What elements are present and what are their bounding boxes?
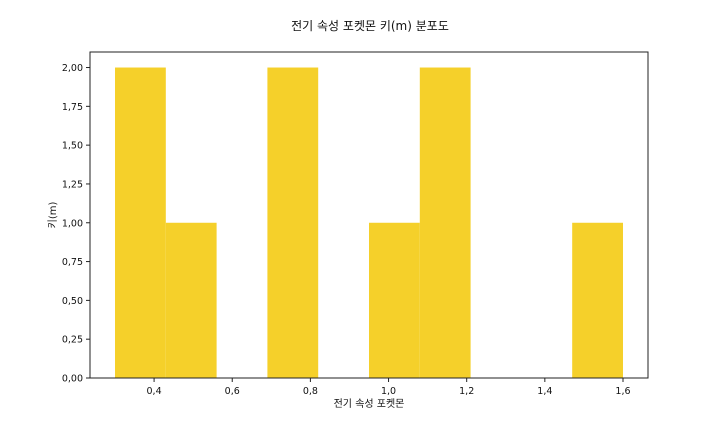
x-tick-label: 0,6 [225,386,240,397]
histogram-bar [419,67,471,379]
y-tick-label: 0,75 [62,257,83,268]
chart-title: 전기 속성 포켓몬 키(m) 분포도 [291,19,449,33]
histogram-bar [369,222,420,378]
y-tick-label: 0,50 [62,296,83,307]
y-tick-label: 1,50 [62,141,83,152]
x-tick-label: 1,2 [459,386,474,397]
histogram-bar [165,222,217,378]
plot-frame [89,51,649,379]
y-tick-label: 1,75 [62,102,83,113]
y-axis-label: 키(m) [47,202,59,229]
x-axis-label: 전기 속성 포켓몬 [334,398,405,410]
x-tick-label: 1,6 [615,386,630,397]
y-tick-label: 1,25 [62,179,83,190]
x-tick-label: 0,4 [147,386,162,397]
y-tick-label: 0,00 [62,374,83,385]
y-tick-label: 1,00 [62,218,83,229]
x-tick-label: 0,8 [303,386,318,397]
x-tick-label: 1,4 [537,386,552,397]
x-tick-label: 1,0 [381,386,396,397]
y-axis-ticks: 0,00 0,25 0,50 0,75 1,00 1,25 1,50 1,75 2,00 [62,63,90,385]
histogram-bar [267,67,319,379]
y-tick-label: 2,00 [62,63,83,74]
histogram-bar [572,222,623,378]
x-axis-ticks: 0,4 0,6 0,8 1,0 1,2 1,4 1,6 [147,378,631,397]
histogram-bar [115,67,166,379]
y-tick-label: 0,25 [62,335,83,346]
bars-group [115,67,623,379]
